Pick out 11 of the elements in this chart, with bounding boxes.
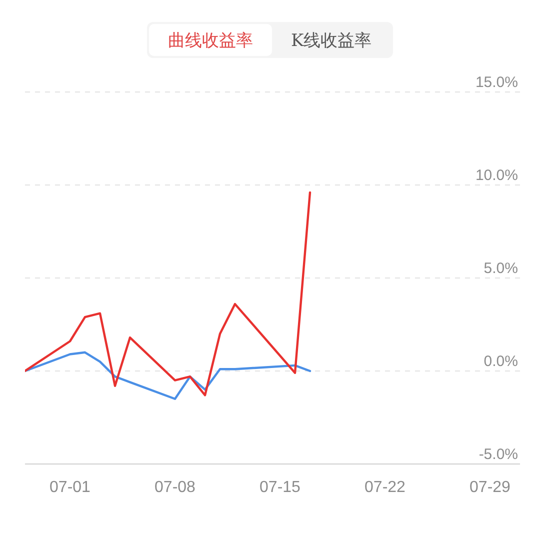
x-tick-label: 07-29 bbox=[470, 479, 511, 496]
y-tick-label: 15.0% bbox=[475, 74, 518, 91]
y-tick-label: -5.0% bbox=[478, 446, 518, 463]
y-tick-label: 10.0% bbox=[475, 167, 518, 184]
tab-switch: 曲线收益率 K线收益率 bbox=[147, 22, 393, 58]
x-tick-label: 07-22 bbox=[364, 479, 406, 496]
x-tick-label: 07-15 bbox=[260, 479, 301, 496]
x-tick-label: 07-01 bbox=[50, 479, 91, 496]
y-tick-label: 0.0% bbox=[484, 353, 518, 370]
x-tick-label: 07-08 bbox=[154, 479, 196, 496]
y-tick-label: 5.0% bbox=[484, 260, 518, 277]
